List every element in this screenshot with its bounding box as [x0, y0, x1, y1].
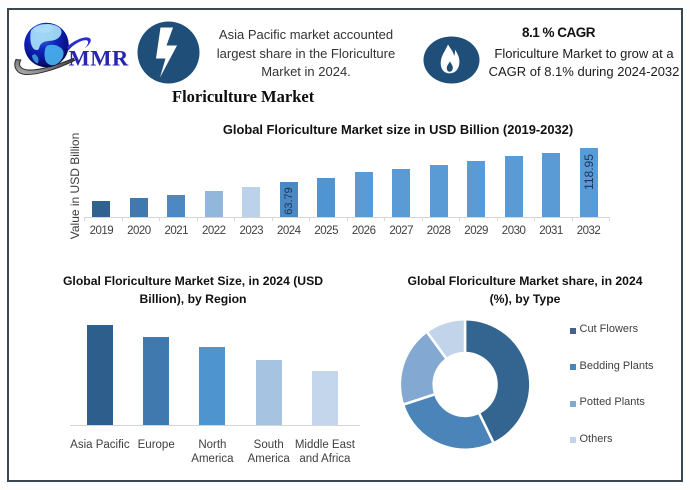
svg-text:MMR: MMR — [69, 46, 129, 71]
